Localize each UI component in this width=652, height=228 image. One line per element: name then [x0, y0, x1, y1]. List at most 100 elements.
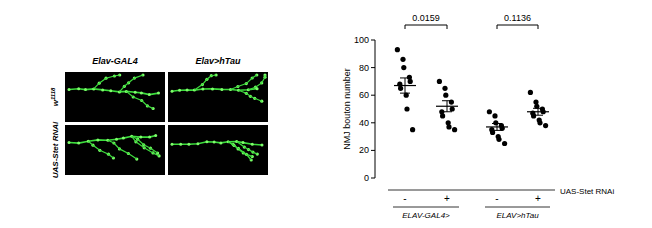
y-tick — [371, 150, 375, 151]
error-cap — [400, 77, 410, 78]
bouton — [68, 88, 71, 91]
data-point — [450, 106, 455, 111]
bouton — [140, 91, 143, 94]
bouton — [205, 140, 208, 143]
y-tick-label: 20 — [359, 145, 369, 155]
nmj-image — [171, 73, 267, 102]
bouton — [115, 138, 118, 141]
comparison-bracket — [405, 25, 447, 29]
y-tick-label: 80 — [359, 63, 369, 73]
error-cap — [492, 130, 502, 131]
row-label: w1118 — [50, 87, 60, 106]
error-bar — [447, 101, 448, 112]
nmj-image — [68, 134, 161, 161]
data-point — [408, 79, 413, 84]
error-bar — [405, 78, 406, 93]
data-point — [528, 90, 533, 95]
error-cap — [533, 115, 543, 116]
branch — [132, 136, 159, 156]
data-point — [496, 137, 501, 142]
bouton — [171, 90, 174, 93]
data-point — [400, 57, 405, 62]
micrograph — [168, 125, 268, 175]
branch — [248, 75, 265, 90]
factor-level: - — [403, 193, 406, 204]
data-point — [492, 113, 497, 118]
y-tick — [371, 67, 375, 68]
bouton — [96, 138, 99, 141]
nmj-image — [68, 73, 161, 110]
bouton — [68, 141, 71, 144]
branch — [126, 91, 153, 108]
column-label: Elav>hTau — [196, 56, 241, 66]
y-tick-label: 100 — [354, 35, 369, 45]
branch — [94, 75, 120, 89]
figure-root: Elav-GAL4Elav>hTauw1118UAS-Stet RNAi0204… — [0, 0, 652, 228]
error-cap — [442, 100, 452, 101]
bouton — [219, 141, 222, 144]
branch — [132, 136, 158, 153]
factor-rule — [388, 190, 555, 191]
axon — [69, 89, 159, 95]
comparison-bracket — [497, 25, 538, 29]
error-cap — [400, 93, 410, 94]
bouton — [251, 143, 254, 146]
bouton — [187, 143, 190, 146]
factor-label: UAS-Stet RNAi — [560, 187, 614, 196]
bouton — [122, 137, 125, 140]
group-rule — [393, 207, 459, 208]
bouton — [220, 88, 223, 91]
column-label: Elav-GAL4 — [92, 56, 138, 66]
bouton — [109, 89, 112, 92]
error-cap — [492, 123, 502, 124]
bouton — [154, 134, 157, 137]
group-label: ELAV-GAL4> — [402, 211, 450, 220]
bouton — [148, 136, 151, 139]
micrograph — [168, 72, 268, 122]
data-point — [410, 127, 415, 132]
y-tick — [371, 95, 375, 96]
bouton — [179, 143, 182, 146]
branch — [239, 90, 262, 101]
bouton — [261, 144, 264, 147]
data-point — [487, 109, 492, 114]
axon — [172, 142, 262, 146]
row-label-sup: 1118 — [50, 87, 56, 100]
data-point — [395, 47, 400, 52]
y-tick — [371, 122, 375, 123]
data-point — [502, 141, 507, 146]
data-point — [401, 65, 406, 70]
nmj-image — [171, 140, 264, 162]
error-cap — [533, 108, 543, 109]
y-tick-label: 60 — [359, 90, 369, 100]
p-value: 0.0159 — [412, 13, 440, 23]
bouton — [242, 141, 245, 144]
y-tick-label: 40 — [359, 118, 369, 128]
y-axis: 020406080100 — [354, 35, 375, 183]
y-tick — [371, 178, 375, 179]
data-point — [543, 123, 548, 128]
branch — [231, 75, 257, 90]
factor-level: + — [444, 193, 450, 204]
y-axis-line — [375, 40, 376, 178]
micrograph — [65, 72, 165, 122]
bouton — [196, 142, 199, 145]
bouton — [77, 142, 80, 145]
data-point — [446, 124, 451, 129]
factor-level: - — [495, 193, 498, 204]
bouton — [148, 93, 151, 96]
bouton — [213, 141, 216, 144]
branch — [119, 75, 143, 92]
axon — [172, 89, 257, 91]
branch — [88, 141, 113, 158]
data-point — [537, 120, 542, 125]
bouton — [178, 89, 181, 92]
error-bar — [538, 108, 539, 115]
data-point — [452, 127, 457, 132]
bouton — [171, 143, 174, 146]
bouton — [101, 88, 104, 91]
error-cap — [442, 111, 452, 112]
data-point — [404, 106, 409, 111]
bouton — [139, 136, 142, 139]
factor-level: + — [535, 193, 541, 204]
